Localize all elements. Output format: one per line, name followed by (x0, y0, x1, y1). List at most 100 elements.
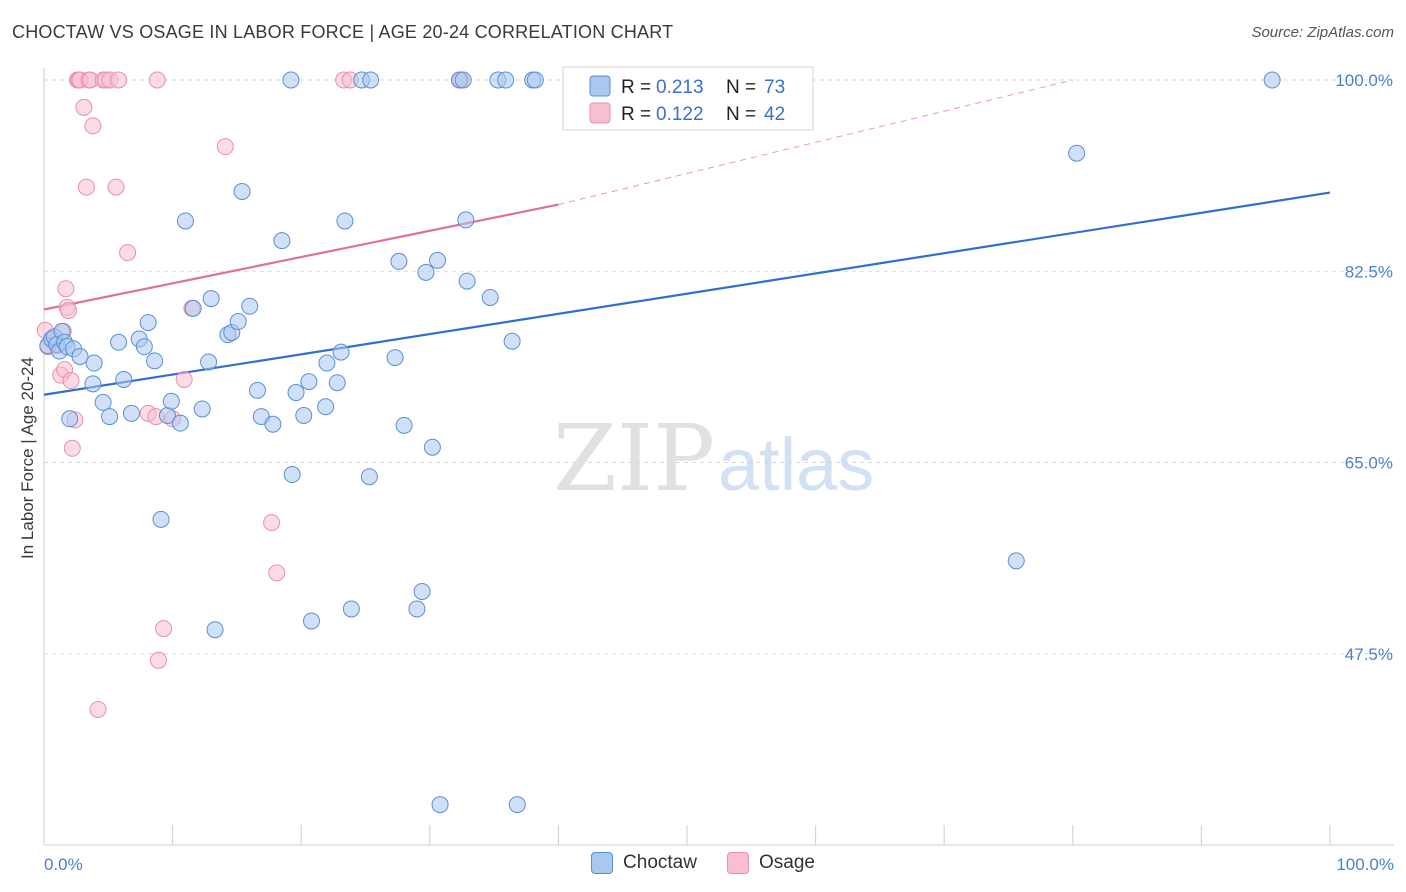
choctaw-point (336, 212, 354, 230)
osage-point (148, 71, 166, 89)
choctaw-point (302, 612, 320, 630)
bottom-legend-swatch-osage (726, 852, 749, 874)
choctaw-point (526, 71, 544, 89)
choctaw-point (408, 600, 426, 618)
choctaw-point (395, 416, 413, 434)
bottom-legend: Choctaw Osage (0, 852, 1406, 874)
choctaw-point (184, 299, 202, 317)
legend-swatch-choctaw (589, 75, 611, 97)
choctaw-point (146, 352, 164, 370)
bottom-legend-label-choctaw: Choctaw (623, 852, 697, 873)
choctaw-point (1007, 552, 1025, 570)
trend-line-choctaw (43, 191, 1331, 396)
osage-point (263, 514, 281, 532)
bottom-legend-label-osage: Osage (758, 852, 815, 873)
choctaw-point (328, 374, 346, 392)
source-label: Source: ZipAtlas.com (1251, 24, 1394, 41)
osage-point (84, 117, 102, 135)
osage-point (59, 302, 77, 320)
y-tick-label: 65.0% (1345, 454, 1393, 473)
choctaw-point (390, 252, 408, 270)
choctaw-point (233, 182, 251, 200)
y-tick-labels: 47.5% 65.0% 82.5% 100.0% (1335, 71, 1393, 664)
legend-n-label-choctaw: N = (726, 77, 756, 98)
choctaw-point (241, 297, 259, 315)
choctaw-point (503, 332, 521, 350)
osage-point (77, 178, 95, 196)
x-tick-label-min: 0.0% (44, 855, 83, 874)
choctaw-point (332, 343, 350, 361)
osage-point (155, 620, 173, 638)
choctaw-point (431, 796, 449, 814)
choctaw-point (481, 288, 499, 306)
osage-point (149, 651, 167, 669)
choctaw-point (61, 410, 79, 428)
osage-point (62, 372, 80, 390)
choctaw-point (282, 71, 300, 89)
choctaw-point (386, 349, 404, 367)
choctaw-point (317, 398, 335, 416)
choctaw-point (101, 408, 119, 426)
choctaw-point (139, 314, 157, 332)
choctaw-point (135, 338, 153, 356)
choctaw-point (229, 313, 247, 331)
choctaw-point (248, 381, 266, 399)
legend-n-label-osage: N = (726, 104, 756, 125)
legend-r-label-osage: R = (621, 104, 651, 125)
osage-point (119, 244, 137, 262)
y-tick-label: 82.5% (1345, 262, 1393, 281)
choctaw-point (152, 510, 170, 528)
y-tick-label: 100.0% (1335, 71, 1393, 90)
choctaw-point (342, 600, 360, 618)
watermark-atlas: atlas (718, 423, 874, 506)
choctaw-point (1068, 144, 1086, 162)
choctaw-point (85, 354, 103, 372)
choctaw-point (206, 621, 224, 639)
choctaw-point (295, 407, 313, 425)
watermark: ZIP atlas (553, 405, 874, 512)
legend-swatch-osage (589, 102, 611, 124)
choctaw-point (318, 354, 336, 372)
choctaw-point (193, 400, 211, 418)
y-axis-label: In Labor Force | Age 20-24 (18, 357, 37, 559)
choctaw-point (508, 796, 526, 814)
osage-point (216, 138, 234, 156)
choctaw-point (457, 211, 475, 229)
axes (43, 68, 1394, 846)
bottom-legend-choctaw: Choctaw (591, 852, 697, 874)
choctaw-point (423, 438, 441, 456)
legend-n-value-osage: 42 (764, 104, 785, 125)
bottom-legend-osage: Osage (726, 852, 815, 874)
choctaw-point (413, 582, 431, 600)
choctaw-point (176, 212, 194, 230)
watermark-zip: ZIP (553, 405, 715, 512)
choctaw-point (300, 373, 318, 391)
osage-point (63, 439, 81, 457)
data-points (36, 71, 1281, 814)
choctaw-point (264, 415, 282, 433)
choctaw-point (283, 466, 301, 484)
choctaw-point (287, 384, 305, 402)
choctaw-point (417, 263, 435, 281)
trend-line-osage-extension (558, 79, 1073, 206)
legend-r-label-choctaw: R = (621, 77, 651, 98)
osage-point (110, 71, 128, 89)
choctaw-point (362, 71, 380, 89)
choctaw-point (202, 290, 220, 308)
choctaw-point (71, 347, 89, 365)
choctaw-point (162, 392, 180, 410)
choctaw-point (1263, 71, 1281, 89)
y-tick-label: 47.5% (1345, 645, 1393, 664)
osage-point (175, 370, 193, 388)
choctaw-point (122, 404, 140, 422)
choctaw-point (273, 232, 291, 250)
osage-point (268, 564, 286, 582)
osage-point (57, 280, 75, 298)
chart-title: CHOCTAW VS OSAGE IN LABOR FORCE | AGE 20… (12, 22, 674, 42)
choctaw-point (360, 468, 378, 486)
bottom-legend-swatch-choctaw (591, 852, 614, 874)
x-tick-label-max: 100.0% (1336, 855, 1394, 874)
choctaw-point (94, 393, 112, 411)
legend-n-value-choctaw: 73 (764, 77, 785, 98)
